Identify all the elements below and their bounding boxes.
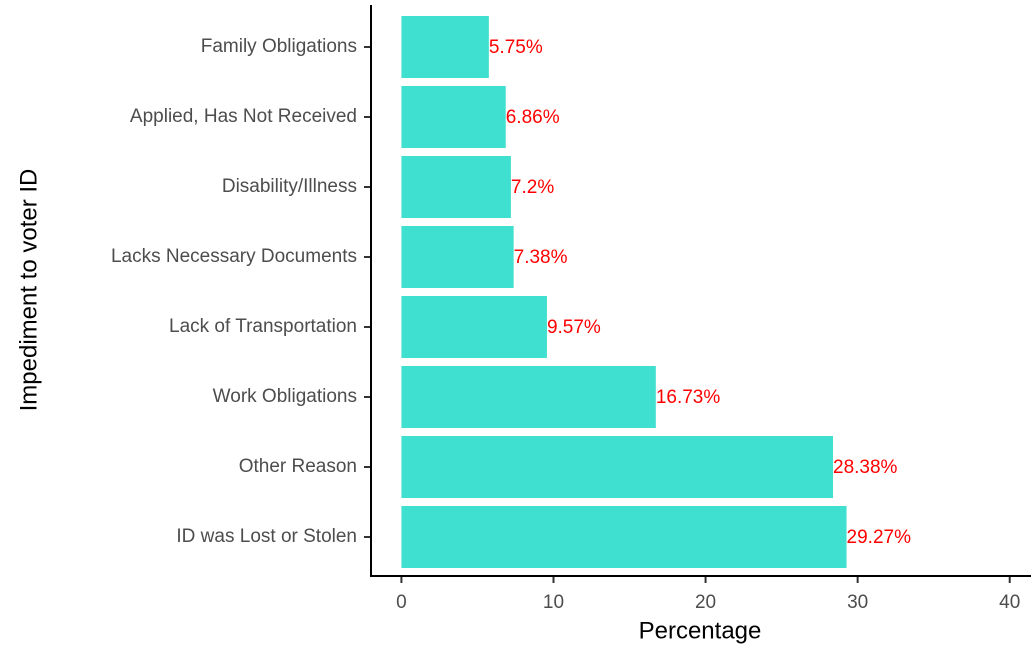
y-tick-label: Disability/Illness (222, 176, 357, 197)
y-tick-label: Lack of Transportation (169, 316, 357, 337)
value-label: 29.27% (847, 527, 912, 548)
value-label: 6.86% (506, 107, 560, 128)
x-tick-label: 20 (695, 592, 716, 613)
x-tick-label: 0 (396, 592, 407, 613)
y-tick-label: Applied, Has Not Received (130, 106, 357, 127)
y-tick-label: Lacks Necessary Documents (111, 246, 357, 267)
y-tick-label: ID was Lost or Stolen (176, 526, 357, 547)
x-axis-title: Percentage (639, 617, 762, 644)
value-label: 9.57% (547, 317, 601, 338)
bar (401, 366, 656, 428)
y-tick-label: Work Obligations (213, 386, 357, 407)
bar (401, 86, 506, 148)
bar (401, 506, 847, 568)
y-tick-label: Other Reason (239, 456, 357, 477)
value-label: 7.38% (514, 247, 568, 268)
value-label: 16.73% (656, 387, 721, 408)
x-tick-label: 40 (999, 592, 1020, 613)
y-axis-title: Impediment to voter ID (15, 169, 42, 412)
bar (401, 436, 833, 498)
x-tick-label: 10 (543, 592, 564, 613)
y-tick-label: Family Obligations (201, 36, 357, 57)
value-label: 7.2% (511, 177, 554, 198)
bar (401, 16, 489, 78)
bar (401, 296, 547, 358)
bar (401, 156, 511, 218)
x-tick-label: 30 (847, 592, 868, 613)
bar (401, 226, 514, 288)
value-label: 5.75% (489, 37, 543, 58)
value-label: 28.38% (833, 457, 898, 478)
